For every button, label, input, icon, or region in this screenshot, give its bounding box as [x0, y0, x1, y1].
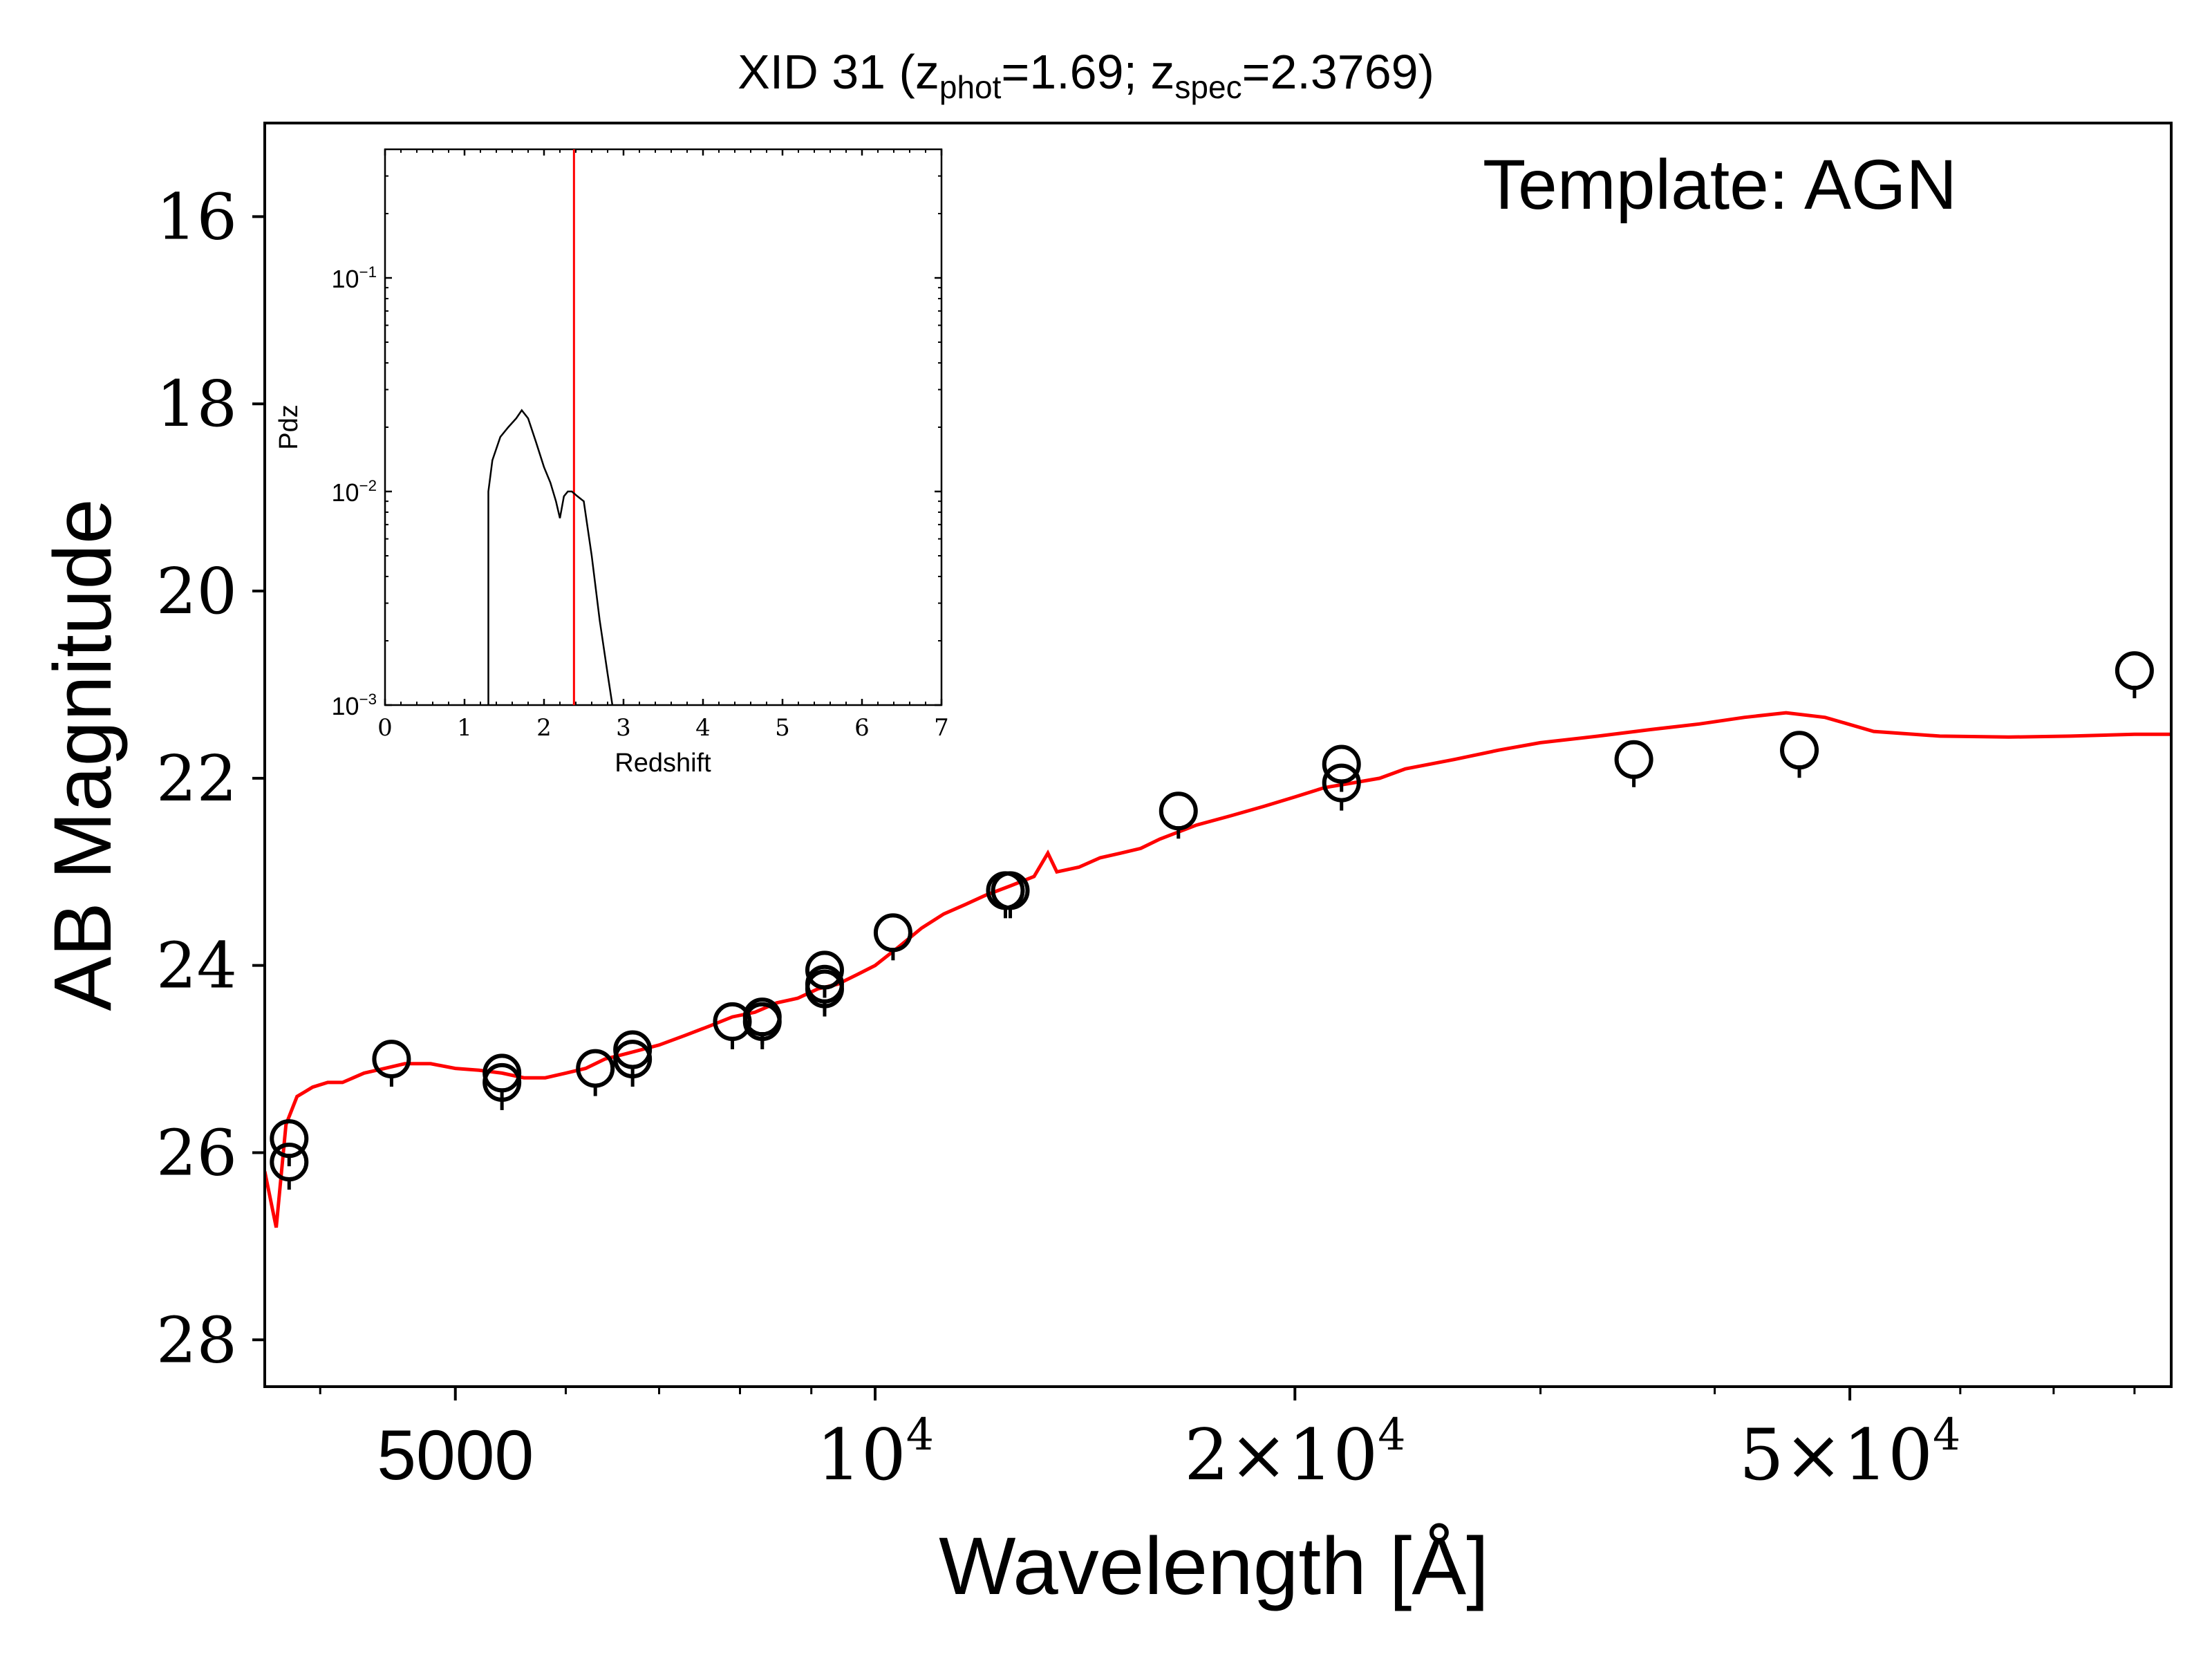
inset-x-tick-label: 1 — [457, 714, 472, 742]
inset-frame — [384, 148, 943, 706]
y-tick-label: 16 — [156, 180, 237, 254]
obs-point — [613, 1040, 653, 1079]
x-tick-label: 2×104 — [1184, 1409, 1405, 1497]
obs-point — [805, 950, 844, 990]
obs-point — [482, 1062, 522, 1102]
pdz-inset: 0 1 2 3 4 5 6 7 10−1 10−2 10−3 Redshift Pdz — [274, 148, 949, 778]
obs-point — [2115, 651, 2154, 691]
inset-x-tick-label: 4 — [695, 714, 711, 742]
pdz-curve — [487, 409, 614, 706]
x-axis-label: Wavelength [Å] — [939, 1521, 1489, 1612]
obs-point — [270, 1119, 309, 1159]
y-tick-label: 22 — [156, 742, 237, 816]
x-tick-label: 104 — [816, 1409, 934, 1497]
obs-point — [1780, 731, 1819, 770]
obs-point — [372, 1040, 411, 1079]
y-tick-label: 26 — [156, 1116, 237, 1190]
observed-photometry — [270, 651, 2154, 1190]
obs-point — [576, 1049, 615, 1088]
x-tick-label: 5×104 — [1739, 1409, 1960, 1497]
obs-point — [873, 913, 912, 953]
inset-x-tick-label: 3 — [616, 714, 631, 742]
inset-x-tick-label: 7 — [934, 714, 949, 742]
y-tick-label: 28 — [156, 1303, 237, 1377]
x-tick-label: 5000 — [377, 1416, 534, 1494]
inset-x-label: Redshift — [615, 749, 711, 778]
obs-point — [1614, 740, 1653, 779]
inset-y-label: Pdz — [274, 404, 303, 449]
inset-axes-ticks: 0 1 2 3 4 5 6 7 10−1 10−2 10−3 — [332, 149, 949, 742]
obs-point — [1322, 763, 1361, 803]
template-annotation: Template: AGN — [1483, 145, 1957, 224]
y-tick-label: 24 — [156, 929, 237, 1003]
obs-point — [270, 1143, 309, 1182]
chart-title: XID 31 (zphot=1.69; zspec=2.3769) — [738, 45, 1434, 105]
obs-point — [991, 871, 1030, 910]
obs-point — [1159, 791, 1198, 831]
main-plot-frame — [263, 122, 2173, 1388]
inset-x-tick-label: 0 — [377, 714, 393, 742]
y-axis-label: AB Magnitude — [37, 498, 129, 1011]
model-sed-line — [265, 711, 2171, 1228]
obs-point — [805, 969, 844, 1009]
y-tick-label: 18 — [156, 367, 237, 441]
inset-x-tick-label: 6 — [854, 714, 870, 742]
inset-x-tick-label: 2 — [536, 714, 552, 742]
obs-point — [482, 1053, 522, 1093]
inset-y-tick-label: 10−3 — [332, 691, 377, 720]
obs-point — [713, 1002, 752, 1041]
y-tick-label: 20 — [156, 554, 237, 628]
inset-y-tick-label: 10−1 — [332, 263, 377, 293]
obs-point — [742, 1002, 782, 1041]
obs-point — [613, 1030, 653, 1069]
inset-y-tick-label: 10−2 — [332, 477, 377, 507]
inset-x-tick-label: 5 — [775, 714, 790, 742]
obs-point — [1322, 744, 1361, 784]
